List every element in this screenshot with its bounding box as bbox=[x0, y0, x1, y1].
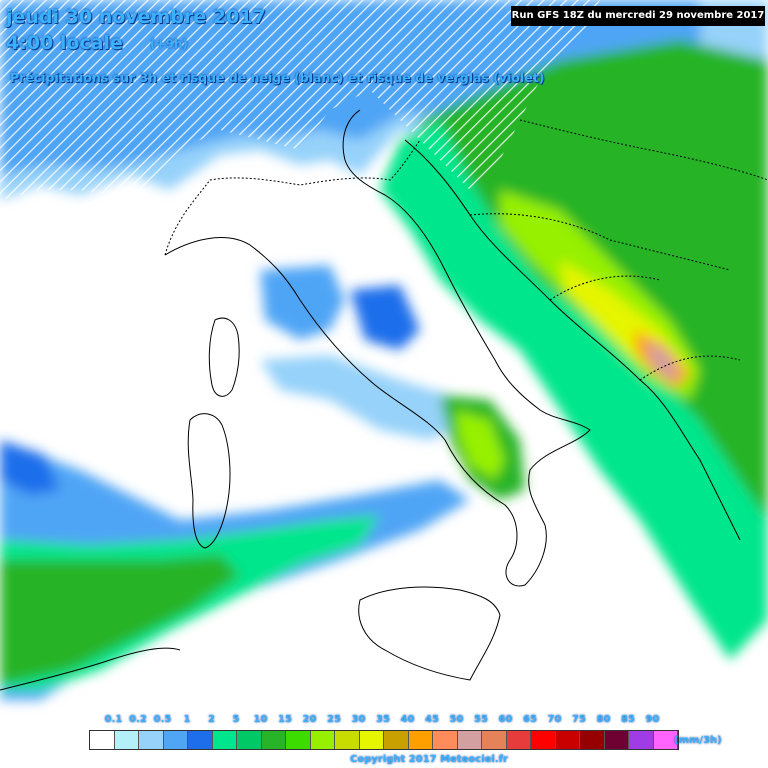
adriatic-east-coast bbox=[404, 139, 741, 541]
legend-label: 55 bbox=[474, 714, 488, 725]
precip-central-blue bbox=[350, 285, 420, 350]
alps-border bbox=[164, 139, 421, 256]
snow-hatch-north bbox=[0, 0, 600, 200]
precip-tyrrhenian-band bbox=[260, 265, 345, 340]
legend-swatch bbox=[457, 731, 482, 749]
legend-label: 2 bbox=[208, 714, 215, 725]
legend-swatch bbox=[212, 731, 237, 749]
legend-label: 10 bbox=[253, 714, 268, 725]
precip-balkans-teal bbox=[380, 120, 768, 660]
legend-swatch bbox=[359, 731, 384, 749]
legend-swatch bbox=[335, 731, 360, 749]
italy-coast bbox=[164, 109, 591, 587]
legend-swatch bbox=[90, 731, 115, 749]
precip-west-band-green bbox=[0, 555, 240, 685]
legend-swatch bbox=[286, 731, 311, 749]
legend-label: 40 bbox=[400, 714, 415, 725]
precip-west-small bbox=[0, 440, 60, 495]
forecast-date: jeudi 30 novembre 2017 bbox=[6, 6, 266, 28]
corsica bbox=[208, 317, 240, 397]
legend-swatch bbox=[629, 731, 654, 749]
legend-label: 25 bbox=[327, 714, 341, 725]
legend-label: 75 bbox=[572, 714, 586, 725]
map-subtitle: Précipitations sur 3h et risque de neige… bbox=[10, 70, 545, 85]
legend-label: 30 bbox=[351, 714, 366, 725]
legend-label: 35 bbox=[376, 714, 390, 725]
legend-swatch bbox=[261, 731, 286, 749]
legend-label: 1 bbox=[183, 714, 191, 725]
legend-swatch bbox=[188, 731, 213, 749]
legend-swatch bbox=[506, 731, 531, 749]
legend-swatch bbox=[384, 731, 409, 749]
legend-swatch bbox=[482, 731, 507, 749]
legend-label: 65 bbox=[523, 714, 537, 725]
run-info-badge: Run GFS 18Z du mercredi 29 novembre 2017 bbox=[511, 6, 765, 26]
legend-swatch bbox=[310, 731, 335, 749]
legend-label: 90 bbox=[645, 714, 660, 725]
legend-swatch bbox=[555, 731, 580, 749]
precip-south-lime bbox=[455, 410, 505, 480]
legend-swatch bbox=[433, 731, 458, 749]
legend-swatch bbox=[237, 731, 262, 749]
legend-swatch bbox=[580, 731, 605, 749]
snow-risk-hatch bbox=[0, 0, 600, 200]
legend-swatch bbox=[604, 731, 629, 749]
copyright-notice: Copyright 2017 Meteociel.fr bbox=[350, 754, 508, 765]
legend-label: 0.1 bbox=[104, 714, 123, 725]
forecast-offset: (+9h) bbox=[150, 37, 188, 51]
sardinia bbox=[187, 413, 231, 549]
sicily bbox=[358, 586, 501, 681]
legend-label: 80 bbox=[596, 714, 611, 725]
legend-swatch bbox=[139, 731, 164, 749]
legend-unit: (mm/3h) bbox=[674, 735, 722, 746]
forecast-time: 4:00 locale bbox=[6, 32, 123, 54]
legend-color-bar bbox=[89, 730, 679, 750]
legend-label: 50 bbox=[449, 714, 464, 725]
legend-label: 15 bbox=[278, 714, 292, 725]
legend-label: 5 bbox=[232, 714, 240, 725]
legend-labels: 0.1 0.2 0.5 1 2 5 10 15 20 25 30 35 40 45 50 55 60 65 70 75… bbox=[88, 714, 688, 728]
legend-swatch bbox=[408, 731, 433, 749]
legend-label: 0.2 bbox=[129, 714, 147, 725]
legend-label: 70 bbox=[547, 714, 562, 725]
precip-latium-band bbox=[260, 355, 470, 440]
legend-label: 60 bbox=[498, 714, 513, 725]
legend-label: 45 bbox=[425, 714, 439, 725]
coastlines bbox=[0, 109, 768, 691]
legend-label: 20 bbox=[302, 714, 317, 725]
legend-swatch bbox=[114, 731, 139, 749]
legend-swatch bbox=[163, 731, 188, 749]
legend-label: 85 bbox=[621, 714, 635, 725]
precip-balkans-pink bbox=[645, 340, 680, 380]
legend-swatch bbox=[531, 731, 556, 749]
legend-label: 0.5 bbox=[153, 714, 172, 725]
tunisia-coast bbox=[0, 647, 181, 691]
legend-swatch bbox=[653, 731, 678, 749]
